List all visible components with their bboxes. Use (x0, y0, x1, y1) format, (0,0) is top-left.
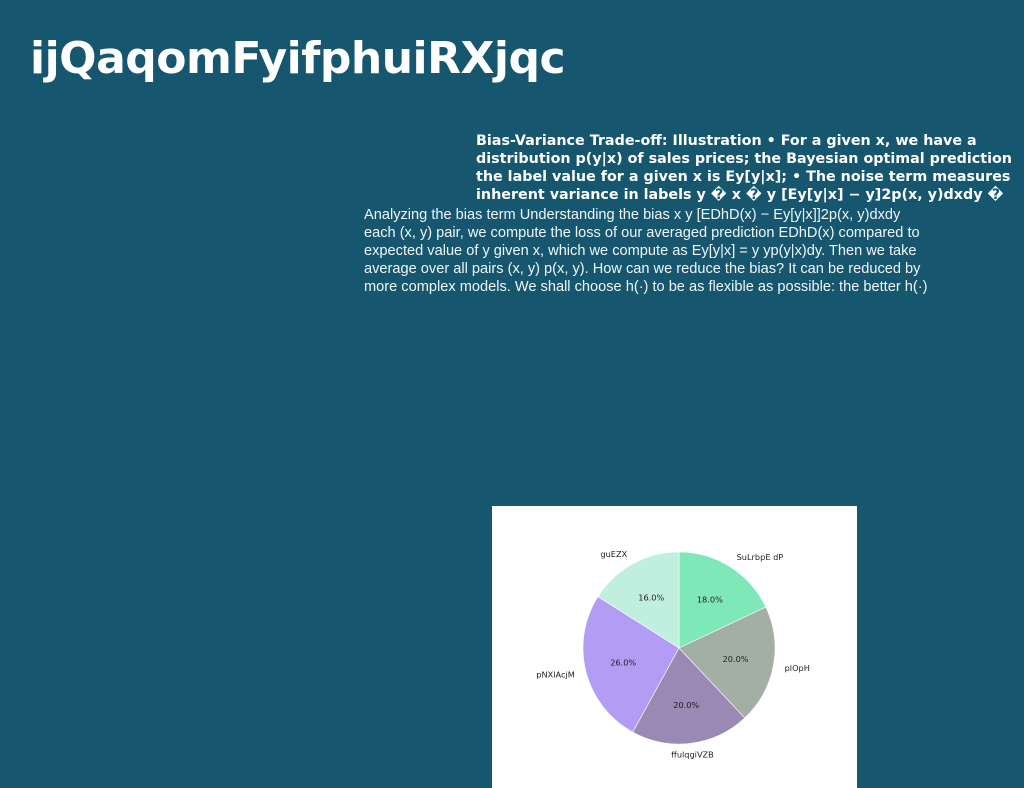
pie-category-label: plOpH (785, 663, 810, 673)
heading-line: the label value for a given x is Ey[y|x]… (476, 169, 1011, 185)
pie-percent-label: 18.0% (697, 594, 723, 604)
pie-category-label: guEZX (600, 549, 627, 559)
pie-percent-label: 20.0% (723, 654, 749, 664)
pie-chart-card: 18.0% SuLrbpE dP 20.0% plOpH 20.0% ffulqgiVZB… (492, 506, 857, 788)
body-line: average over all pairs (x, y) p(x, y). H… (364, 261, 921, 277)
heading-text-block: Bias-Variance Trade-off: Illustration • … (476, 132, 1024, 204)
heading-line: distribution p(y|x) of sales prices; the… (476, 151, 1012, 167)
pie-percent-label: 16.0% (638, 593, 664, 603)
pie-percent-label: 26.0% (610, 657, 636, 667)
slide-title: ijQaqomFyifphuiRXjqc (30, 33, 566, 84)
pie-slice (597, 551, 680, 649)
pie-slice (678, 551, 767, 649)
body-line: Analyzing the bias term Understanding th… (364, 207, 901, 223)
pie-chart: 18.0% SuLrbpE dP 20.0% plOpH 20.0% ffulqgiVZB… (536, 549, 810, 760)
body-text-block: Analyzing the bias term Understanding th… (364, 206, 1024, 296)
heading-line: Bias-Variance Trade-off: Illustration • … (476, 133, 977, 149)
pie-slice (678, 606, 776, 719)
body-line: more complex models. We shall choose h(·… (364, 279, 928, 295)
pie-category-label: SuLrbpE dP (737, 552, 784, 562)
heading-line: inherent variance in labels y � x � y [E… (476, 187, 1004, 203)
pie-slice (632, 647, 746, 745)
body-line: each (x, y) pair, we compute the loss of… (364, 225, 920, 241)
pie-slice (582, 596, 680, 733)
pie-category-label: ffulqgiVZB (671, 750, 714, 760)
body-line: expected value of y given x, which we co… (364, 243, 917, 259)
pie-category-label: pNXlAcjM (536, 670, 575, 680)
pie-percent-label: 20.0% (673, 700, 699, 710)
